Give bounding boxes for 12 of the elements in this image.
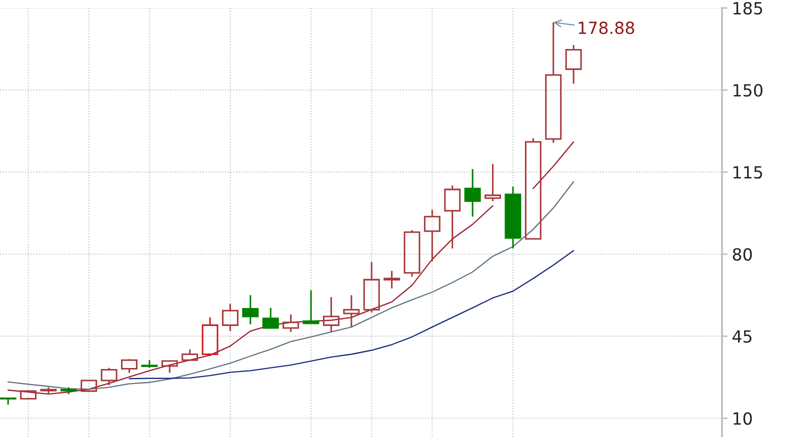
y-tick-label: 10: [734, 412, 752, 425]
y-tick-label: 115: [734, 166, 762, 179]
y-tick-label: 185: [734, 2, 762, 15]
candlestick: [464, 168, 481, 218]
y-tick-label: 80: [732, 248, 752, 261]
line-series: [128, 250, 574, 380]
line-series: [7, 181, 574, 390]
y-tick-label: 45: [732, 330, 752, 343]
y-tick-label: 150: [734, 84, 762, 97]
annotation: 178.88: [578, 22, 634, 34]
candlestick: [343, 294, 360, 328]
candlestick: [404, 229, 420, 278]
